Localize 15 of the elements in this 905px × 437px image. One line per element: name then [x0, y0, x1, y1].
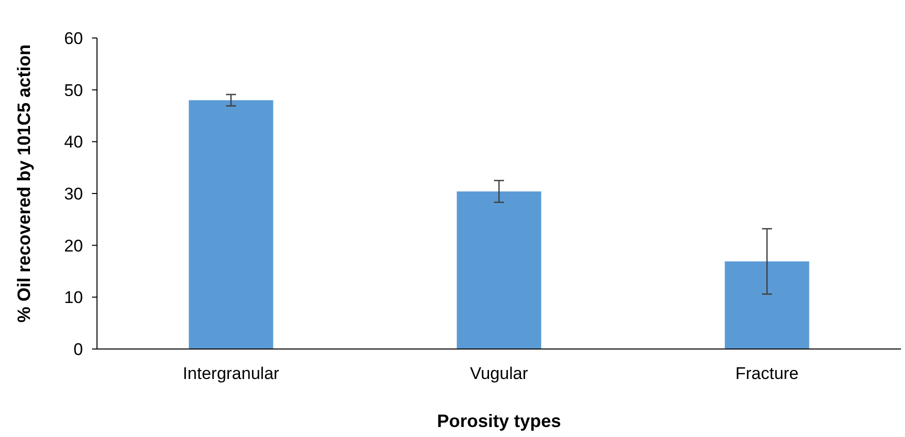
bar: [724, 261, 810, 349]
x-tick-label: Fracture: [735, 364, 799, 383]
y-tick-label: 20: [64, 236, 83, 256]
bar: [188, 100, 274, 349]
y-tick-label: 30: [64, 184, 83, 204]
bar: [456, 191, 542, 349]
y-tick-label: 0: [74, 340, 83, 359]
y-axis-title: % Oil recovered by 101C5 action: [14, 44, 34, 323]
y-tick-label: 50: [64, 80, 83, 100]
y-tick-label: 10: [64, 288, 83, 308]
x-tick-label: Intergranular: [182, 364, 280, 383]
x-axis-title: Porosity types: [436, 411, 562, 431]
x-tick-label: Vugular: [470, 364, 528, 383]
y-tick-label: 40: [64, 132, 83, 152]
y-tick-label: 60: [64, 28, 83, 48]
